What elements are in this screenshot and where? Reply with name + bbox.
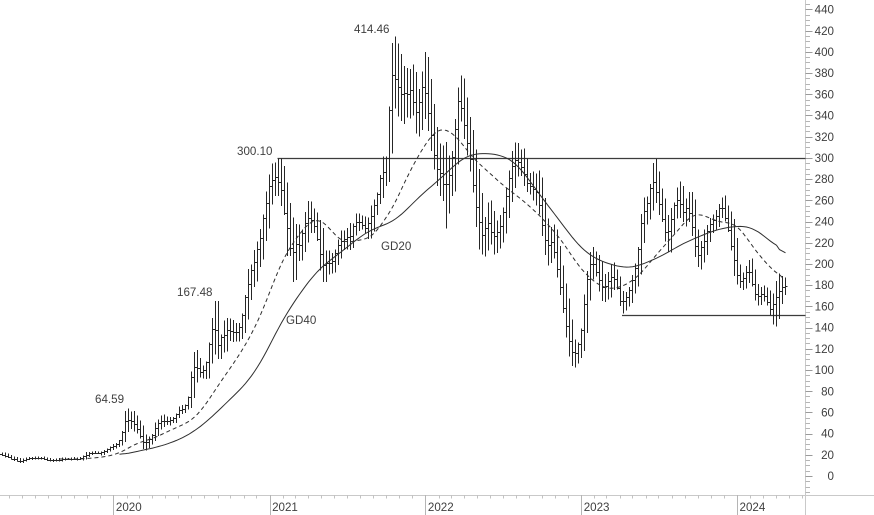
- svg-text:2021: 2021: [272, 501, 298, 514]
- svg-text:GD20: GD20: [381, 240, 411, 253]
- svg-text:360: 360: [815, 88, 834, 101]
- svg-text:GD40: GD40: [286, 314, 316, 327]
- svg-text:400: 400: [815, 46, 834, 59]
- svg-text:420: 420: [815, 25, 834, 38]
- svg-text:340: 340: [815, 110, 834, 123]
- svg-text:2022: 2022: [428, 501, 454, 514]
- svg-text:0: 0: [828, 470, 834, 483]
- svg-text:120: 120: [815, 343, 834, 356]
- svg-text:160: 160: [815, 301, 834, 314]
- svg-text:64.59: 64.59: [95, 393, 124, 406]
- svg-text:440: 440: [815, 4, 834, 17]
- svg-text:180: 180: [815, 279, 834, 292]
- svg-text:140: 140: [815, 322, 834, 335]
- svg-text:260: 260: [815, 194, 834, 207]
- svg-text:2023: 2023: [584, 501, 610, 514]
- svg-text:320: 320: [815, 131, 834, 144]
- svg-text:100: 100: [815, 364, 834, 377]
- svg-text:280: 280: [815, 173, 834, 186]
- svg-text:414.46: 414.46: [354, 23, 389, 36]
- svg-text:2024: 2024: [740, 501, 766, 514]
- svg-text:2020: 2020: [116, 501, 142, 514]
- svg-text:300: 300: [815, 152, 834, 165]
- svg-text:220: 220: [815, 237, 834, 250]
- svg-text:60: 60: [821, 407, 834, 420]
- svg-text:200: 200: [815, 258, 834, 271]
- svg-text:40: 40: [821, 428, 834, 441]
- svg-text:300.10: 300.10: [237, 145, 272, 158]
- svg-text:380: 380: [815, 67, 834, 80]
- svg-text:167.48: 167.48: [177, 286, 212, 299]
- svg-text:80: 80: [821, 385, 834, 398]
- svg-text:240: 240: [815, 216, 834, 229]
- svg-text:20: 20: [821, 449, 834, 462]
